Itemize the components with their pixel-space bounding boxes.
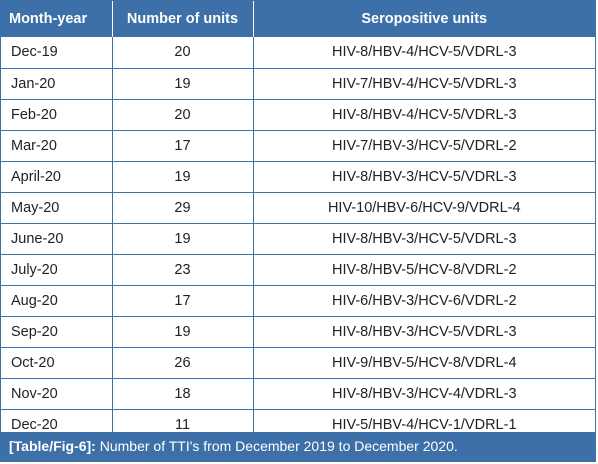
table-row: April-20 19 HIV-8/HBV-3/HCV-5/VDRL-3	[1, 161, 595, 193]
table-row: Oct-20 26 HIV-9/HBV-5/HCV-8/VDRL-4	[1, 347, 595, 379]
cell-seropositive-units: HIV-8/HBV-3/HCV-5/VDRL-3	[253, 316, 595, 348]
cell-number-of-units: 17	[112, 285, 254, 317]
cell-month-year: Mar-20	[1, 130, 113, 162]
cell-seropositive-units: HIV-7/HBV-4/HCV-5/VDRL-3	[253, 68, 595, 100]
cell-seropositive-units: HIV-6/HBV-3/HCV-6/VDRL-2	[253, 285, 595, 317]
table-row: Dec-19 20 HIV-8/HBV-4/HCV-5/VDRL-3	[1, 37, 595, 69]
cell-number-of-units: 20	[112, 37, 254, 69]
table-row: Mar-20 17 HIV-7/HBV-3/HCV-5/VDRL-2	[1, 130, 595, 162]
tti-table: Month-year Number of units Seropositive …	[1, 1, 595, 440]
cell-month-year: May-20	[1, 192, 113, 224]
cell-seropositive-units: HIV-8/HBV-5/HCV-8/VDRL-2	[253, 254, 595, 286]
table-header-row: Month-year Number of units Seropositive …	[1, 1, 595, 37]
cell-month-year: April-20	[1, 161, 113, 193]
table-row: May-20 29 HIV-10/HBV-6/HCV-9/VDRL-4	[1, 192, 595, 224]
header-month-year: Month-year	[1, 1, 113, 37]
cell-number-of-units: 20	[112, 99, 254, 131]
cell-month-year: Jan-20	[1, 68, 113, 100]
cell-seropositive-units: HIV-10/HBV-6/HCV-9/VDRL-4	[253, 192, 595, 224]
table-row: Feb-20 20 HIV-8/HBV-4/HCV-5/VDRL-3	[1, 99, 595, 131]
caption-text: Number of TTI's from December 2019 to De…	[95, 438, 458, 454]
cell-month-year: Nov-20	[1, 378, 113, 410]
header-number-of-units: Number of units	[112, 1, 254, 37]
header-seropositive-units: Seropositive units	[253, 1, 595, 37]
cell-number-of-units: 26	[112, 347, 254, 379]
cell-number-of-units: 18	[112, 378, 254, 410]
cell-seropositive-units: HIV-8/HBV-4/HCV-5/VDRL-3	[253, 37, 595, 69]
cell-number-of-units: 17	[112, 130, 254, 162]
cell-seropositive-units: HIV-5/HBV-4/HCV-1/VDRL-1	[331, 416, 517, 433]
cell-seropositive-units: HIV-8/HBV-3/HCV-5/VDRL-3	[253, 161, 595, 193]
cell-month-year: Dec-19	[1, 37, 113, 69]
caption-label: [Table/Fig-6]:	[9, 438, 96, 454]
table-row: Sep-20 19 HIV-8/HBV-3/HCV-5/VDRL-3	[1, 316, 595, 348]
cell-month-year: Oct-20	[1, 347, 113, 379]
cell-seropositive-units: HIV-8/HBV-3/HCV-5/VDRL-3	[253, 223, 595, 255]
cell-seropositive-units: HIV-9/HBV-5/HCV-8/VDRL-4	[253, 347, 595, 379]
cell-number-of-units: 23	[112, 254, 254, 286]
cell-seropositive-units: HIV-8/HBV-4/HCV-5/VDRL-3	[253, 99, 595, 131]
cell-seropositive-units: HIV-8/HBV-3/HCV-4/VDRL-3	[253, 378, 595, 410]
table-row: Aug-20 17 HIV-6/HBV-3/HCV-6/VDRL-2	[1, 285, 595, 317]
table-row: Nov-20 18 HIV-8/HBV-3/HCV-4/VDRL-3	[1, 378, 595, 410]
table-row: Jan-20 19 HIV-7/HBV-4/HCV-5/VDRL-3	[1, 68, 595, 100]
cell-month-year: Feb-20	[1, 99, 113, 131]
table-caption: [Table/Fig-6]: Number of TTI's from Dece…	[1, 432, 595, 461]
cell-month-year: July-20	[1, 254, 113, 286]
table-row: June-20 19 HIV-8/HBV-3/HCV-5/VDRL-3	[1, 223, 595, 255]
cell-month-year: Aug-20	[1, 285, 113, 317]
table-row: July-20 23 HIV-8/HBV-5/HCV-8/VDRL-2	[1, 254, 595, 286]
cell-number-of-units: 19	[112, 68, 254, 100]
cell-seropositive-units: HIV-7/HBV-3/HCV-5/VDRL-2	[253, 130, 595, 162]
cell-number-of-units: 19	[112, 161, 254, 193]
cell-month-year: Sep-20	[1, 316, 113, 348]
cell-number-of-units: 29	[112, 192, 254, 224]
cell-number-of-units: 19	[112, 223, 254, 255]
cell-number-of-units: 19	[112, 316, 254, 348]
cell-month-year: June-20	[1, 223, 113, 255]
